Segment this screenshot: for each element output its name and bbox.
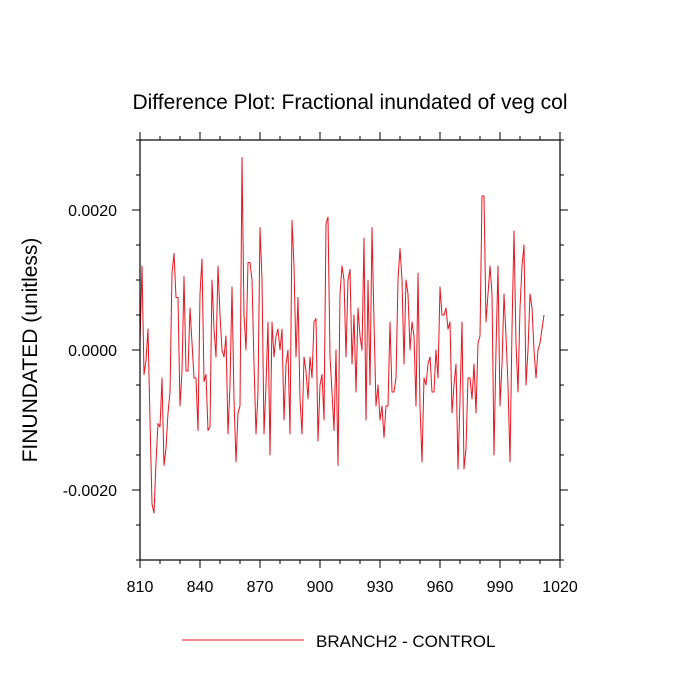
x-tick-label: 960	[427, 579, 454, 596]
x-tick-label: 930	[367, 579, 394, 596]
chart-title: Difference Plot: Fractional inundated of…	[132, 91, 567, 114]
x-tick-label: 990	[487, 579, 514, 596]
x-tick-label: 840	[187, 579, 214, 596]
y-tick-label: -0.0020	[63, 483, 117, 500]
legend-label: BRANCH2 - CONTROL	[316, 632, 495, 651]
x-tick-label: 870	[247, 579, 274, 596]
y-tick-label: 0.0000	[68, 343, 117, 360]
legend: BRANCH2 - CONTROL	[182, 632, 495, 651]
x-tick-label: 810	[127, 579, 154, 596]
axis-ticks	[132, 132, 568, 568]
x-tick-label: 900	[307, 579, 334, 596]
y-tick-label: 0.0020	[68, 203, 117, 220]
y-axis-label: FINUNDATED (unitless)	[19, 238, 42, 463]
series-line	[139, 157, 545, 514]
axis-tick-labels: 810 840 870 900 930 960 990 1020 -0.0020 0.0000 0.…	[63, 203, 578, 596]
plot-series	[139, 157, 545, 514]
x-tick-label: 1020	[542, 579, 578, 596]
